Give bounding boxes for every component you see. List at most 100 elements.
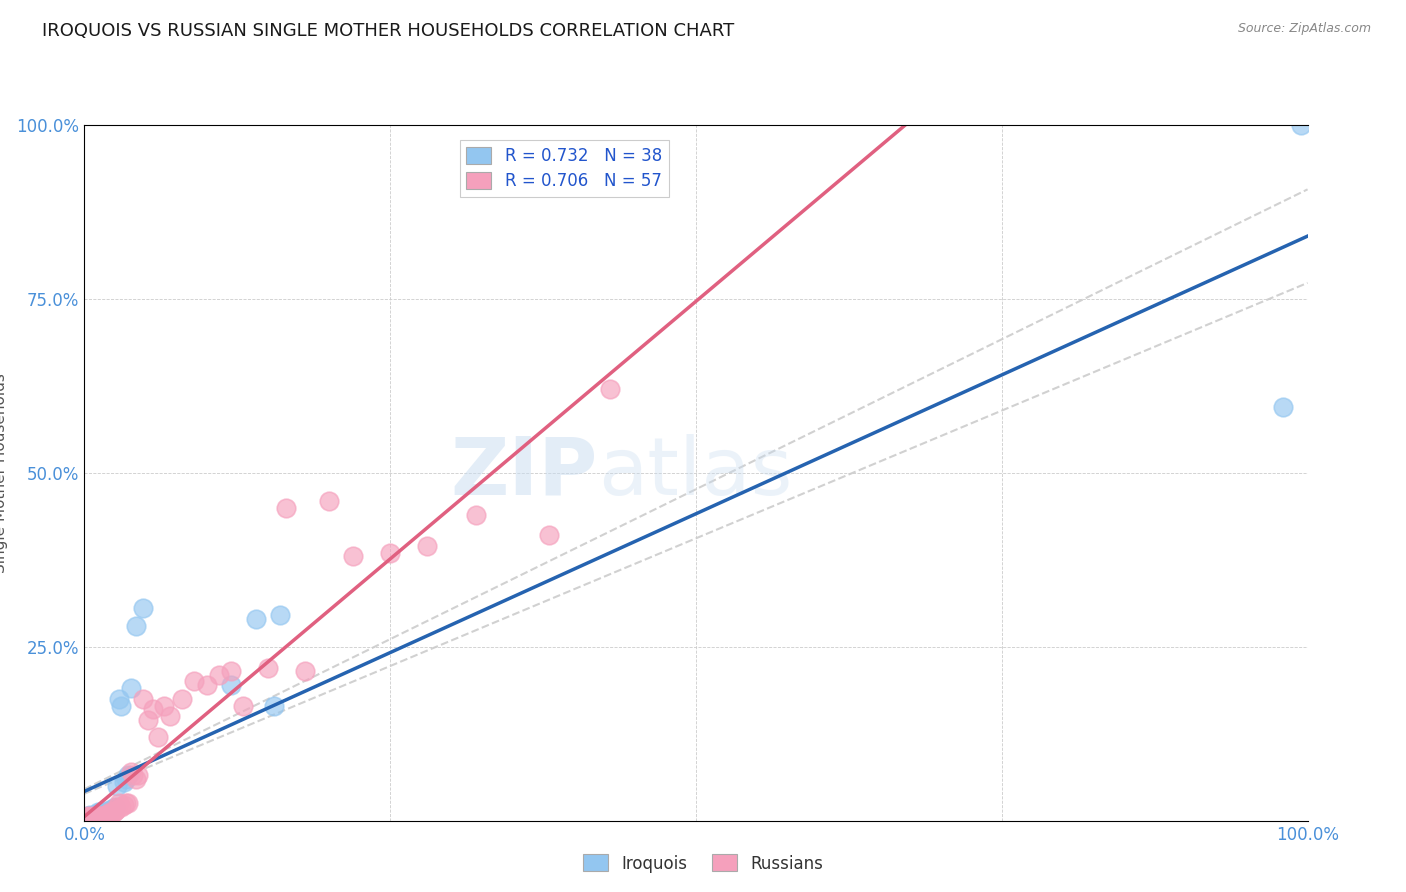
Point: [93, 805, 115, 820]
Point: [91, 810, 114, 824]
Point: [342, 549, 364, 564]
Point: [159, 709, 181, 723]
Point: [125, 619, 148, 633]
Point: [380, 546, 402, 560]
Point: [136, 713, 159, 727]
Point: [132, 692, 155, 706]
Point: [86, 806, 108, 821]
Point: [96, 808, 118, 822]
Text: atlas: atlas: [598, 434, 793, 512]
Point: [80, 809, 103, 823]
Point: [97, 806, 120, 821]
Point: [122, 768, 145, 782]
Point: [94, 809, 117, 823]
Point: [87, 805, 110, 820]
Point: [94, 806, 117, 821]
Point: [219, 664, 242, 678]
Point: [107, 796, 129, 810]
Point: [464, 508, 486, 522]
Point: [100, 803, 122, 817]
Point: [96, 806, 118, 821]
Point: [77, 809, 100, 823]
Point: [219, 678, 242, 692]
Point: [112, 798, 135, 813]
Point: [98, 805, 121, 820]
Point: [245, 612, 267, 626]
Point: [107, 692, 129, 706]
Point: [84, 808, 107, 822]
Point: [76, 810, 98, 824]
Point: [110, 799, 132, 814]
Point: [117, 796, 139, 810]
Point: [101, 805, 124, 820]
Point: [80, 810, 103, 824]
Point: [77, 810, 100, 824]
Point: [83, 810, 105, 824]
Point: [263, 698, 285, 713]
Y-axis label: Single Mother Households: Single Mother Households: [0, 373, 8, 573]
Point: [153, 698, 176, 713]
Point: [91, 806, 114, 821]
Point: [127, 768, 149, 782]
Point: [84, 811, 107, 825]
Point: [100, 806, 122, 821]
Point: [87, 806, 110, 821]
Legend: Iroquois, Russians: Iroquois, Russians: [576, 847, 830, 880]
Point: [89, 809, 111, 823]
Point: [1291, 118, 1313, 132]
Point: [142, 702, 165, 716]
Text: ZIP: ZIP: [451, 434, 598, 512]
Point: [416, 539, 439, 553]
Point: [87, 809, 110, 823]
Point: [294, 664, 316, 678]
Point: [538, 528, 561, 542]
Point: [115, 772, 138, 786]
Legend: R = 0.732   N = 38, R = 0.706   N = 57: R = 0.732 N = 38, R = 0.706 N = 57: [460, 140, 669, 196]
Point: [89, 805, 111, 820]
Point: [117, 768, 139, 782]
Point: [195, 678, 218, 692]
Point: [120, 764, 142, 779]
Point: [599, 382, 621, 396]
Point: [82, 809, 104, 823]
Point: [105, 779, 128, 793]
Point: [97, 803, 120, 817]
Point: [87, 810, 110, 824]
Point: [103, 805, 125, 820]
Point: [83, 809, 105, 823]
Point: [93, 809, 115, 823]
Point: [104, 799, 127, 814]
Text: IROQUOIS VS RUSSIAN SINGLE MOTHER HOUSEHOLDS CORRELATION CHART: IROQUOIS VS RUSSIAN SINGLE MOTHER HOUSEH…: [42, 22, 734, 40]
Point: [146, 730, 169, 744]
Point: [79, 808, 101, 822]
Point: [172, 692, 194, 706]
Point: [105, 799, 128, 814]
Point: [232, 698, 254, 713]
Point: [115, 796, 138, 810]
Point: [97, 806, 120, 821]
Point: [183, 674, 205, 689]
Point: [90, 809, 112, 823]
Point: [76, 810, 98, 824]
Point: [269, 608, 291, 623]
Point: [86, 809, 108, 823]
Point: [125, 772, 148, 786]
Point: [318, 493, 340, 508]
Text: Source: ZipAtlas.com: Source: ZipAtlas.com: [1237, 22, 1371, 36]
Point: [112, 775, 135, 789]
Point: [98, 805, 121, 820]
Point: [97, 805, 120, 820]
Point: [79, 811, 101, 825]
Point: [132, 601, 155, 615]
Point: [77, 809, 100, 823]
Point: [1272, 400, 1295, 414]
Point: [103, 801, 125, 815]
Point: [120, 681, 142, 696]
Point: [110, 698, 132, 713]
Point: [77, 809, 100, 823]
Point: [208, 667, 231, 681]
Point: [90, 808, 112, 822]
Point: [82, 810, 104, 824]
Point: [257, 660, 280, 674]
Point: [104, 804, 127, 818]
